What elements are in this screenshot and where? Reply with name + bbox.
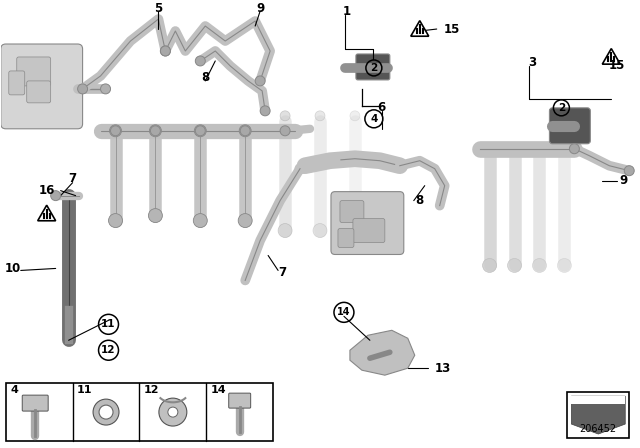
Text: 13: 13 <box>435 362 451 375</box>
Circle shape <box>624 166 634 176</box>
Circle shape <box>109 125 122 137</box>
Text: 206452: 206452 <box>580 424 617 434</box>
FancyBboxPatch shape <box>549 108 590 144</box>
Circle shape <box>280 111 290 121</box>
Text: 4: 4 <box>11 385 19 395</box>
FancyBboxPatch shape <box>17 57 51 86</box>
Bar <box>6 383 273 441</box>
Text: 5: 5 <box>154 2 163 15</box>
Circle shape <box>161 46 170 56</box>
FancyBboxPatch shape <box>331 192 404 254</box>
Circle shape <box>570 144 579 154</box>
Polygon shape <box>411 21 429 36</box>
Text: 1: 1 <box>343 4 351 17</box>
FancyBboxPatch shape <box>9 71 25 95</box>
Polygon shape <box>572 396 625 434</box>
Text: 2: 2 <box>371 63 378 73</box>
Circle shape <box>193 214 207 228</box>
Polygon shape <box>38 205 56 221</box>
Text: 6: 6 <box>378 101 386 114</box>
Text: 16: 16 <box>38 184 55 197</box>
Circle shape <box>111 126 120 136</box>
Circle shape <box>159 398 187 426</box>
Text: 12: 12 <box>101 345 116 355</box>
Text: 14: 14 <box>337 307 351 317</box>
Circle shape <box>532 258 547 272</box>
Circle shape <box>260 106 270 116</box>
Text: 7: 7 <box>68 172 77 185</box>
Circle shape <box>93 399 119 425</box>
Text: 3: 3 <box>529 56 536 69</box>
FancyBboxPatch shape <box>1 44 83 129</box>
Circle shape <box>195 125 206 137</box>
FancyBboxPatch shape <box>353 219 385 242</box>
Circle shape <box>255 76 265 86</box>
Circle shape <box>238 214 252 228</box>
FancyBboxPatch shape <box>22 395 48 411</box>
FancyBboxPatch shape <box>356 54 390 80</box>
Circle shape <box>557 258 572 272</box>
Circle shape <box>240 126 250 136</box>
Text: 11: 11 <box>101 319 116 329</box>
Circle shape <box>51 191 61 201</box>
Text: 11: 11 <box>77 385 92 395</box>
Text: 7: 7 <box>278 266 286 279</box>
Text: 12: 12 <box>143 385 159 395</box>
Circle shape <box>315 111 325 121</box>
Text: 9: 9 <box>256 2 264 15</box>
Circle shape <box>195 126 205 136</box>
Text: 8: 8 <box>415 194 424 207</box>
Circle shape <box>100 84 111 94</box>
Text: 8: 8 <box>201 71 209 84</box>
Circle shape <box>168 407 178 417</box>
FancyBboxPatch shape <box>27 81 51 103</box>
Circle shape <box>508 258 522 272</box>
FancyBboxPatch shape <box>338 228 354 247</box>
Circle shape <box>278 224 292 237</box>
Text: 10: 10 <box>4 262 21 275</box>
Circle shape <box>109 214 122 228</box>
Polygon shape <box>602 48 620 64</box>
Circle shape <box>161 46 170 56</box>
Text: 14: 14 <box>211 385 226 395</box>
Circle shape <box>195 56 205 66</box>
FancyBboxPatch shape <box>228 393 251 408</box>
Circle shape <box>313 224 327 237</box>
Polygon shape <box>350 330 415 375</box>
Text: 15: 15 <box>444 22 460 35</box>
Circle shape <box>350 111 360 121</box>
Text: 2: 2 <box>558 103 565 113</box>
Text: 4: 4 <box>370 114 378 124</box>
Circle shape <box>348 224 362 237</box>
Bar <box>568 392 629 438</box>
Circle shape <box>239 125 251 137</box>
Circle shape <box>77 84 88 94</box>
Circle shape <box>99 405 113 419</box>
Circle shape <box>149 125 161 137</box>
Circle shape <box>148 209 163 223</box>
FancyBboxPatch shape <box>340 201 364 223</box>
Circle shape <box>483 258 497 272</box>
Circle shape <box>280 126 290 136</box>
Text: 9: 9 <box>619 174 627 187</box>
Text: 15: 15 <box>609 60 625 73</box>
Polygon shape <box>572 396 625 404</box>
Circle shape <box>150 126 161 136</box>
